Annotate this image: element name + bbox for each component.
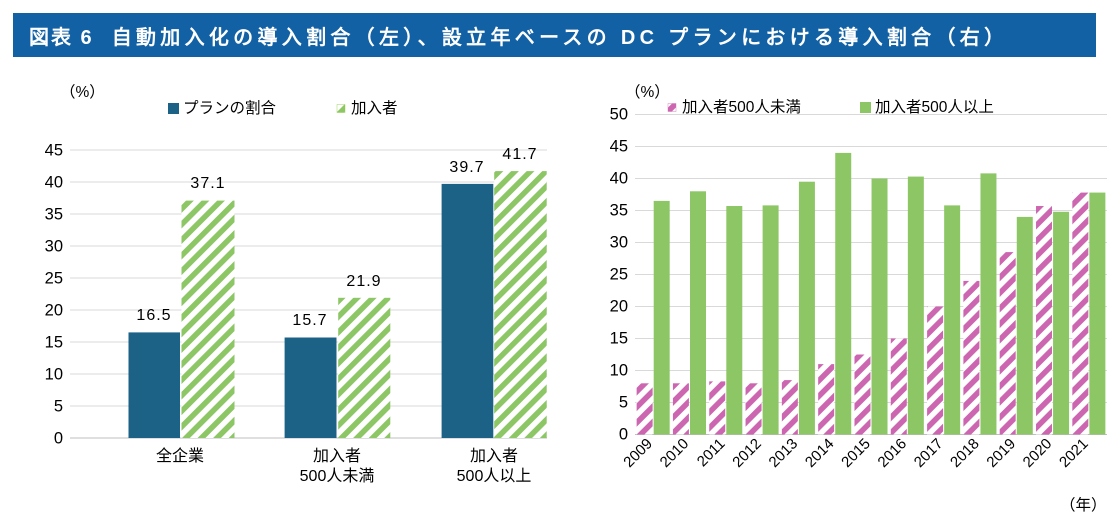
svg-text:20: 20 [45,302,63,320]
svg-text:30: 30 [610,234,628,252]
svg-text:（年）: （年） [1060,496,1107,514]
svg-text:30: 30 [45,238,63,256]
svg-text:40: 40 [45,174,63,192]
svg-text:20: 20 [610,298,628,316]
svg-text:5: 5 [619,394,628,412]
svg-text:0: 0 [54,430,63,448]
svg-text:2019: 2019 [983,435,1019,471]
svg-text:35: 35 [610,202,628,220]
svg-text:10: 10 [45,366,63,384]
svg-text:500人以上: 500人以上 [457,467,532,485]
svg-text:16.5: 16.5 [136,307,171,324]
svg-text:プランの割合: プランの割合 [183,99,277,117]
svg-text:（%）: （%） [60,84,105,101]
svg-text:5: 5 [54,398,63,416]
svg-text:2015: 2015 [838,435,874,471]
svg-text:10: 10 [610,362,628,380]
svg-text:39.7: 39.7 [449,159,484,176]
svg-text:2021: 2021 [1056,435,1092,471]
svg-text:21.9: 21.9 [346,273,381,290]
svg-text:2018: 2018 [947,435,983,471]
svg-text:40: 40 [610,170,628,188]
svg-text:2017: 2017 [911,435,947,471]
svg-text:15: 15 [610,330,628,348]
svg-text:25: 25 [610,266,628,284]
svg-text:2020: 2020 [1020,435,1056,471]
svg-text:2016: 2016 [875,435,911,471]
svg-text:2013: 2013 [766,435,802,471]
svg-text:2012: 2012 [729,435,765,471]
svg-text:45: 45 [610,138,628,156]
svg-text:加入者: 加入者 [351,99,398,117]
svg-text:加入者: 加入者 [470,447,518,465]
svg-text:35: 35 [45,206,63,224]
svg-text:0: 0 [619,426,628,444]
svg-text:全企業: 全企業 [156,447,204,465]
svg-text:2014: 2014 [802,435,838,471]
svg-text:15: 15 [45,334,63,352]
svg-text:2011: 2011 [694,435,729,470]
svg-text:加入者500人未満: 加入者500人未満 [682,98,801,116]
svg-text:25: 25 [45,270,63,288]
svg-text:41.7: 41.7 [502,146,537,163]
svg-text:37.1: 37.1 [190,175,225,192]
svg-text:45: 45 [45,142,63,160]
svg-text:500人未満: 500人未満 [300,467,375,485]
svg-text:15.7: 15.7 [292,312,327,329]
svg-text:50: 50 [610,106,628,124]
svg-text:加入者500人以上: 加入者500人以上 [875,98,994,116]
svg-text:2010: 2010 [657,435,693,471]
svg-text:（%）: （%） [625,84,670,101]
svg-text:加入者: 加入者 [313,447,361,465]
